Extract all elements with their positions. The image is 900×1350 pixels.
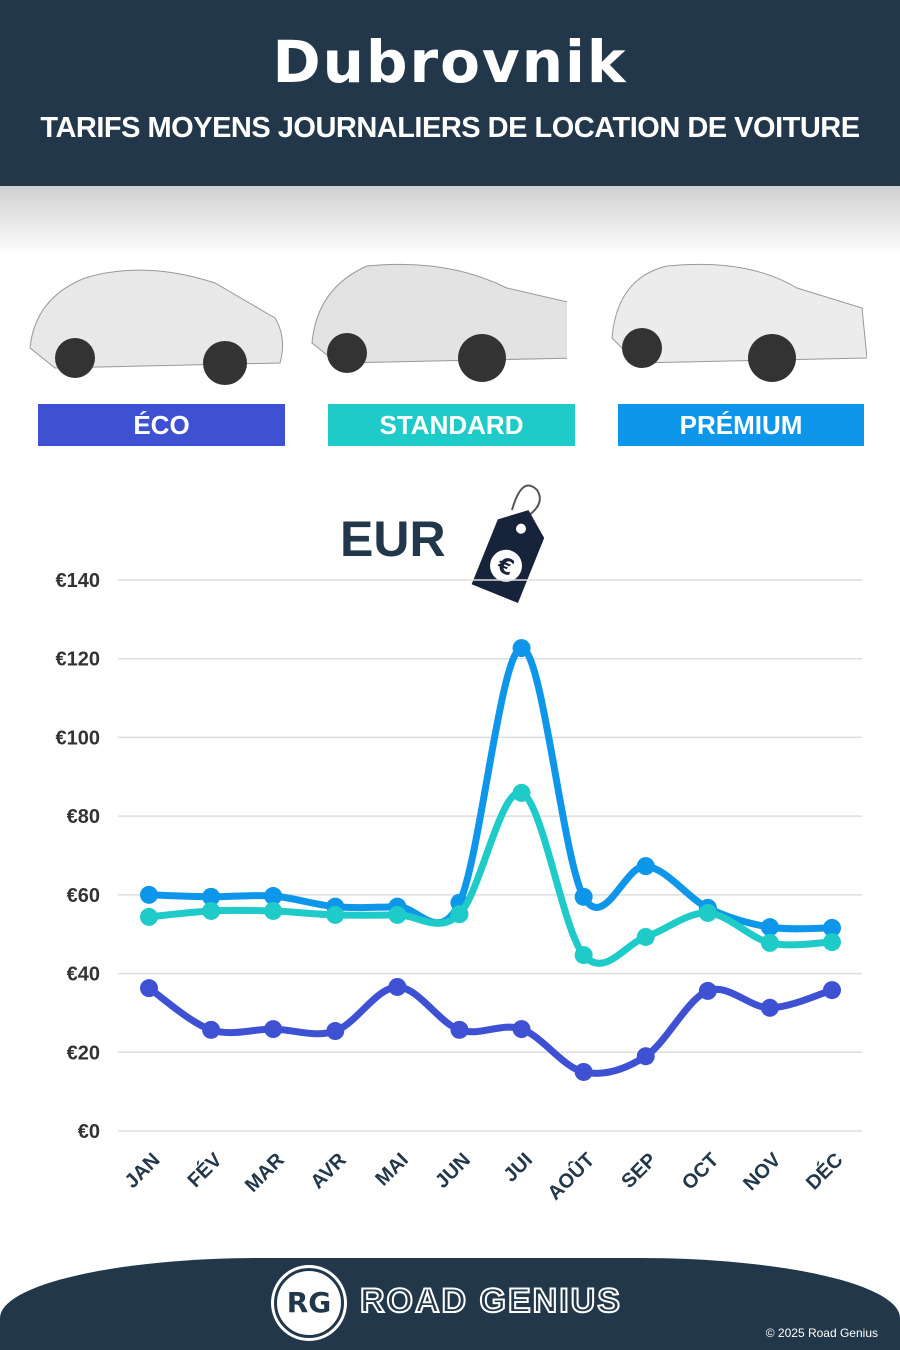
footer (0, 1258, 900, 1350)
premium-car-image (611, 263, 867, 382)
data-point (202, 1020, 221, 1039)
x-tick-label: JUN (431, 1149, 475, 1193)
data-point (512, 639, 531, 658)
page-title: Dubrovnik (272, 28, 628, 96)
series-line-standard (148, 789, 833, 967)
data-point (760, 998, 779, 1017)
road-genius-logo: RG (274, 1268, 344, 1338)
header-shadow (0, 186, 900, 256)
data-point (202, 887, 221, 906)
data-point (636, 1047, 655, 1066)
y-tick-label: €20 (67, 1042, 100, 1064)
brand-name: ROAD GENIUS (359, 1281, 622, 1321)
badge-premium-label: PRÉMIUM (679, 410, 803, 440)
data-point (823, 981, 841, 1000)
x-tick-label: OCT (678, 1149, 723, 1194)
x-tick-label: FÉV (183, 1148, 227, 1192)
data-point (823, 918, 841, 937)
data-point (512, 1020, 531, 1039)
series-line-éco (146, 983, 834, 1077)
y-tick-label: €60 (67, 885, 100, 907)
y-tick-label: €140 (56, 570, 101, 592)
x-tick-label: JUI (500, 1149, 538, 1187)
badge-standard: STANDARD (328, 404, 575, 446)
page-subtitle: TARIFS MOYENS JOURNALIERS DE LOCATION DE… (40, 112, 860, 144)
data-point (636, 857, 655, 876)
data-point (140, 885, 158, 904)
x-tick-label: AOÛT (542, 1148, 599, 1205)
eco-car-image (29, 269, 284, 385)
data-point (202, 901, 221, 920)
data-point (140, 907, 158, 926)
x-tick-label: MAR (241, 1149, 289, 1197)
header: Dubrovnik TARIFS MOYENS JOURNALIERS DE L… (0, 0, 900, 186)
data-point (140, 979, 158, 998)
data-point (636, 927, 655, 946)
currency-label: EUR (340, 511, 446, 567)
x-tick-label: DÉC (801, 1148, 847, 1194)
badge-premium: PRÉMIUM (618, 404, 864, 446)
copyright: © 2025 Road Genius (765, 1326, 878, 1340)
data-point (574, 946, 593, 965)
line-chart: €0 €20 €40 €60 €80 €100 €120 €140 JAN FÉV MAR AVR MA… (56, 570, 862, 1205)
data-point (388, 905, 407, 924)
data-point (698, 903, 717, 922)
y-tick-label: €0 (78, 1121, 100, 1143)
data-point (326, 1022, 345, 1041)
y-tick-label: €120 (56, 649, 101, 671)
badge-standard-label: STANDARD (379, 410, 524, 440)
data-point (264, 887, 283, 906)
data-point (512, 783, 531, 802)
data-point (388, 977, 407, 996)
y-tick-label: €100 (56, 727, 101, 749)
data-point (698, 981, 717, 1000)
data-point (450, 1020, 469, 1039)
x-tick-label: MAI (371, 1149, 412, 1190)
series-line-prémium (148, 644, 833, 933)
x-tick-label: SEP (617, 1149, 661, 1193)
x-tick-label: AVR (306, 1149, 351, 1194)
badge-eco: ÉCO (38, 404, 285, 446)
data-point (264, 901, 283, 920)
badge-eco-label: ÉCO (133, 410, 190, 440)
x-tick-label: NOV (739, 1149, 786, 1196)
data-point (264, 1020, 283, 1039)
x-tick-label: JAN (121, 1149, 165, 1193)
data-point (574, 887, 593, 906)
standard-car-image (311, 263, 567, 382)
data-point (760, 918, 779, 937)
data-point (450, 905, 469, 924)
data-point (326, 905, 345, 924)
data-point (760, 933, 779, 952)
data-point (574, 1062, 593, 1081)
y-tick-label: €40 (67, 964, 100, 986)
data-point (823, 933, 841, 952)
y-tick-label: €80 (67, 806, 100, 828)
